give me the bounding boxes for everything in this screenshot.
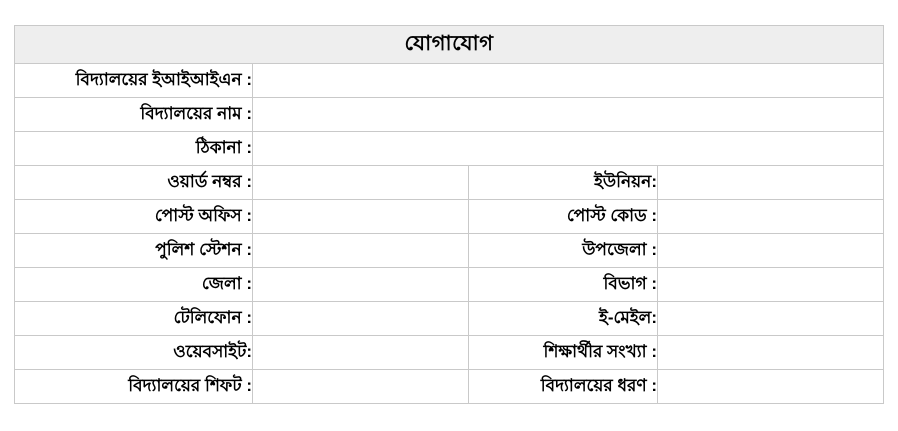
field-label-website: ওয়েবসাইট: xyxy=(14,335,253,370)
table-row: টেলিফোন : ই-মেইল: xyxy=(14,301,885,336)
table-row: পোস্ট অফিস : পোস্ট কোড : xyxy=(14,199,885,234)
field-value-school-type xyxy=(656,369,885,404)
field-label-school-type: বিদ্যালয়ের ধরণ : xyxy=(468,369,658,404)
field-value-address xyxy=(251,131,885,166)
field-value-post-office xyxy=(252,199,469,234)
table-row: জেলা : বিভাগ : xyxy=(14,267,885,302)
field-value-school-name xyxy=(251,97,885,132)
table-row: ওয়েবসাইট: শিক্ষার্থীর সংখ্যা : xyxy=(14,335,885,370)
field-value-student-count xyxy=(656,335,885,370)
field-label-post-code: পোস্ট কোড : xyxy=(468,199,658,234)
field-label-division: বিভাগ : xyxy=(468,267,658,302)
field-label-email: ই-মেইল: xyxy=(468,301,658,336)
table-header-row: যোগাযোগ xyxy=(13,25,885,64)
field-label-telephone: টেলিফোন : xyxy=(14,301,253,336)
table-row: বিদ্যালয়ের ইআইআইএন : xyxy=(14,63,885,98)
field-label-address: ঠিকানা : xyxy=(14,131,253,166)
field-label-upazila: উপজেলা : xyxy=(468,233,658,268)
field-label-eiin: বিদ্যালয়ের ইআইআইএন : xyxy=(14,63,253,98)
table-row: ওয়ার্ড নম্বর : ইউনিয়ন: xyxy=(14,165,885,200)
field-label-union: ইউনিয়ন: xyxy=(468,165,658,200)
field-label-ward-number: ওয়ার্ড নম্বর : xyxy=(14,165,253,200)
table-row: ঠিকানা : xyxy=(14,131,885,166)
field-label-student-count: শিক্ষার্থীর সংখ্যা : xyxy=(468,335,658,370)
field-value-police-station xyxy=(252,233,469,268)
field-label-district: জেলা : xyxy=(14,267,253,302)
field-value-district xyxy=(252,267,469,302)
field-label-police-station: পুলিশ স্টেশন : xyxy=(14,233,253,268)
field-label-post-office: পোস্ট অফিস : xyxy=(14,199,253,234)
table-row: বিদ্যালয়ের নাম : xyxy=(14,97,885,132)
contact-info-table: যোগাযোগ বিদ্যালয়ের ইআইআইএন : বিদ্যালয়ে… xyxy=(13,25,885,404)
field-value-email xyxy=(656,301,885,336)
field-value-upazila xyxy=(656,233,885,268)
field-label-school-shift: বিদ্যালয়ের শিফট : xyxy=(14,369,253,404)
field-label-school-name: বিদ্যালয়ের নাম : xyxy=(14,97,253,132)
field-value-post-code xyxy=(656,199,885,234)
table-title: যোগাযোগ xyxy=(13,25,885,64)
field-value-telephone xyxy=(252,301,469,336)
field-value-union xyxy=(656,165,885,200)
field-value-division xyxy=(656,267,885,302)
field-value-ward-number xyxy=(252,165,469,200)
table-row: বিদ্যালয়ের শিফট : বিদ্যালয়ের ধরণ : xyxy=(14,369,885,404)
table-row: পুলিশ স্টেশন : উপজেলা : xyxy=(14,233,885,268)
field-value-school-shift xyxy=(252,369,469,404)
field-value-website xyxy=(252,335,469,370)
field-value-eiin xyxy=(251,63,885,98)
